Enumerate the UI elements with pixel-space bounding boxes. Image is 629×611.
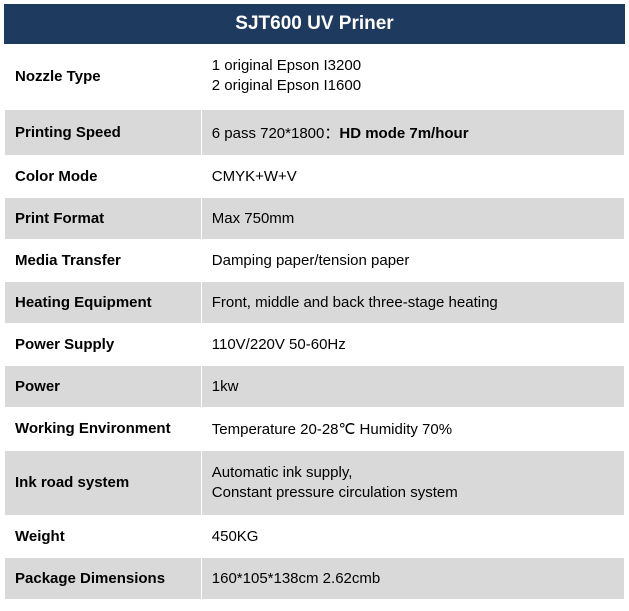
spec-value: CMYK+W+V — [201, 155, 624, 197]
spec-label: Power — [5, 365, 202, 407]
spec-value-prefix: 6 pass 720*1800： — [212, 125, 340, 142]
spec-label: Nozzle Type — [5, 44, 202, 110]
spec-value: Automatic ink supply, Constant pressure … — [201, 450, 624, 516]
spec-label: Media Transfer — [5, 239, 202, 281]
table-row: Working Environment Temperature 20-28℃ H… — [5, 407, 625, 450]
table-row: Printing Speed 6 pass 720*1800：HD mode 7… — [5, 109, 625, 155]
spec-label: Weight — [5, 516, 202, 558]
spec-value-line: 1 original Epson I3200 — [212, 56, 614, 76]
spec-value: 1 original Epson I3200 2 original Epson … — [201, 44, 624, 110]
table-row: Color Mode CMYK+W+V — [5, 155, 625, 197]
spec-value-bold: HD mode 7m/hour — [339, 125, 468, 142]
spec-value: Temperature 20-28℃ Humidity 70% — [201, 407, 624, 450]
table-title: SJT600 UV Priner — [5, 5, 625, 44]
spec-label: Package Dimensions — [5, 558, 202, 600]
table-row: Power 1kw — [5, 365, 625, 407]
spec-table: SJT600 UV Priner Nozzle Type 1 original … — [4, 4, 625, 600]
spec-value: 450KG — [201, 516, 624, 558]
spec-label: Print Format — [5, 197, 202, 239]
spec-value: 110V/220V 50-60Hz — [201, 323, 624, 365]
table-row: Ink road system Automatic ink supply, Co… — [5, 450, 625, 516]
spec-label: Working Environment — [5, 407, 202, 450]
spec-label: Heating Equipment — [5, 281, 202, 323]
spec-value: Damping paper/tension paper — [201, 239, 624, 281]
table-row: Package Dimensions 160*105*138cm 2.62cmb — [5, 558, 625, 600]
table-row: Heating Equipment Front, middle and back… — [5, 281, 625, 323]
spec-label: Printing Speed — [5, 109, 202, 155]
spec-value: 1kw — [201, 365, 624, 407]
table-row: Power Supply 110V/220V 50-60Hz — [5, 323, 625, 365]
spec-value-line: Constant pressure circulation system — [212, 483, 614, 503]
spec-label: Ink road system — [5, 450, 202, 516]
table-row: Nozzle Type 1 original Epson I3200 2 ori… — [5, 44, 625, 110]
spec-value: Front, middle and back three-stage heati… — [201, 281, 624, 323]
spec-label: Power Supply — [5, 323, 202, 365]
table-row: Media Transfer Damping paper/tension pap… — [5, 239, 625, 281]
header-row: SJT600 UV Priner — [5, 5, 625, 44]
spec-value: 160*105*138cm 2.62cmb — [201, 558, 624, 600]
spec-value: Max 750mm — [201, 197, 624, 239]
spec-value-line: 2 original Epson I1600 — [212, 76, 614, 96]
spec-value: 6 pass 720*1800：HD mode 7m/hour — [201, 109, 624, 155]
table-row: Weight 450KG — [5, 516, 625, 558]
table-row: Print Format Max 750mm — [5, 197, 625, 239]
spec-label: Color Mode — [5, 155, 202, 197]
spec-value-line: Automatic ink supply, — [212, 463, 614, 483]
